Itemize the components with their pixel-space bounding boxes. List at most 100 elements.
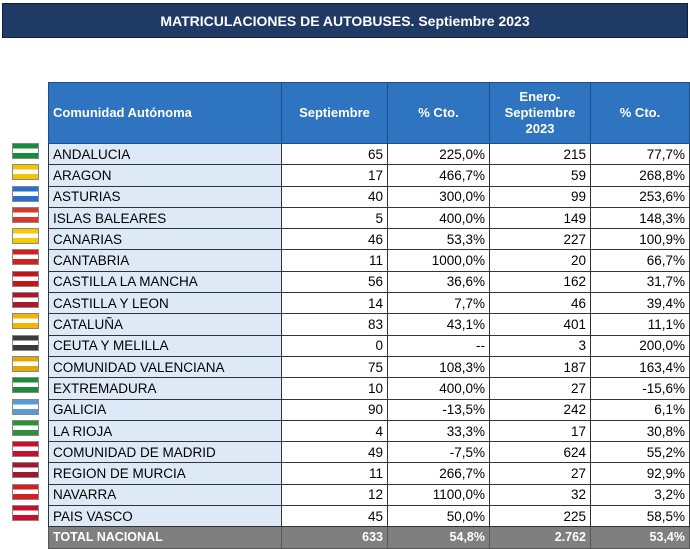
growth-ytd-value: 253,6% bbox=[590, 185, 690, 208]
ytd-value: 149 bbox=[489, 206, 591, 230]
growth-ytd-value: 3,2% bbox=[590, 483, 690, 507]
september-value: 56 bbox=[281, 270, 388, 294]
september-value: 11 bbox=[281, 249, 388, 272]
september-value: 17 bbox=[281, 164, 388, 187]
region-flag-icon bbox=[12, 270, 39, 287]
region-flag-icon bbox=[12, 206, 39, 223]
growth-ytd-value: 6,1% bbox=[590, 398, 690, 421]
growth-month-value: 466,7% bbox=[387, 164, 490, 187]
growth-month-value: 225,0% bbox=[387, 142, 490, 166]
table-row: CEUTA Y MELILLA 0 -- 3 200,0% bbox=[48, 334, 690, 357]
region-flag-icon bbox=[12, 483, 39, 500]
header-ytd-line3: 2023 bbox=[525, 121, 555, 136]
growth-month-value: 400,0% bbox=[387, 206, 490, 230]
region-name: ANDALUCIA bbox=[48, 142, 282, 166]
header-ytd-line1: Enero- bbox=[519, 89, 561, 104]
growth-month-value: 36,6% bbox=[387, 270, 490, 294]
region-name: ARAGON bbox=[48, 164, 282, 187]
total-september-value: 633 bbox=[281, 526, 388, 549]
september-value: 0 bbox=[281, 334, 388, 357]
september-value: 90 bbox=[281, 398, 388, 421]
region-flag-icon bbox=[12, 143, 39, 159]
ytd-value: 401 bbox=[489, 313, 591, 336]
growth-month-value: 53,3% bbox=[387, 228, 490, 251]
header-growth-month: % Cto. bbox=[387, 82, 490, 144]
region-flag-icon bbox=[12, 334, 39, 351]
table-row: CATALUÑA 83 43,1% 401 11,1% bbox=[48, 313, 690, 336]
region-flag-icon bbox=[12, 398, 39, 415]
region-flag-icon bbox=[12, 249, 39, 266]
table-header-row: Comunidad Autónoma Septiembre % Cto. Ene… bbox=[48, 82, 690, 144]
ytd-value: 32 bbox=[489, 483, 591, 507]
total-region-name: TOTAL NACIONAL bbox=[48, 526, 282, 549]
growth-ytd-value: 100,9% bbox=[590, 228, 690, 251]
region-name: EXTREMADURA bbox=[48, 377, 282, 400]
table-row: GALICIA 90 -13,5% 242 6,1% bbox=[48, 398, 690, 421]
header-region: Comunidad Autónoma bbox=[48, 82, 282, 144]
region-name: COMUNIDAD VALENCIANA bbox=[48, 355, 282, 379]
region-name: ASTURIAS bbox=[48, 185, 282, 208]
region-name: CASTILLA LA MANCHA bbox=[48, 270, 282, 294]
region-name: NAVARRA bbox=[48, 483, 282, 507]
growth-ytd-value: 58,5% bbox=[590, 505, 690, 528]
september-value: 5 bbox=[281, 206, 388, 230]
table-row: CANARIAS 46 53,3% 227 100,9% bbox=[48, 228, 690, 251]
region-name: GALICIA bbox=[48, 398, 282, 421]
table-row: CASTILLA Y LEON 14 7,7% 46 39,4% bbox=[48, 292, 690, 315]
table-row: PAIS VASCO 45 50,0% 225 58,5% bbox=[48, 505, 690, 528]
september-value: 65 bbox=[281, 142, 388, 166]
september-value: 14 bbox=[281, 292, 388, 315]
ytd-value: 99 bbox=[489, 185, 591, 208]
total-growth-month-value: 54,8% bbox=[387, 526, 490, 549]
september-value: 49 bbox=[281, 441, 388, 464]
table-row: COMUNIDAD DE MADRID 49 -7,5% 624 55,2% bbox=[48, 441, 690, 464]
ytd-value: 227 bbox=[489, 228, 591, 251]
growth-ytd-value: 148,3% bbox=[590, 206, 690, 230]
ytd-value: 27 bbox=[489, 462, 591, 485]
table-row: LA RIOJA 4 33,3% 17 30,8% bbox=[48, 419, 690, 443]
growth-ytd-value: 268,8% bbox=[590, 164, 690, 187]
growth-month-value: 300,0% bbox=[387, 185, 490, 208]
region-flag-icon bbox=[12, 313, 39, 330]
ytd-value: 46 bbox=[489, 292, 591, 315]
header-growth-ytd: % Cto. bbox=[590, 82, 690, 144]
region-flag-icon bbox=[12, 355, 39, 372]
region-flag-icon bbox=[12, 441, 39, 458]
growth-month-value: 400,0% bbox=[387, 377, 490, 400]
table-row: REGION DE MURCIA 11 266,7% 27 92,9% bbox=[48, 462, 690, 485]
region-flag-icon bbox=[12, 462, 39, 479]
growth-ytd-value: 31,7% bbox=[590, 270, 690, 294]
total-growth-ytd-value: 53,4% bbox=[590, 526, 690, 549]
september-value: 83 bbox=[281, 313, 388, 336]
region-name: CANARIAS bbox=[48, 228, 282, 251]
ytd-value: 17 bbox=[489, 419, 591, 443]
table-row: NAVARRA 12 1100,0% 32 3,2% bbox=[48, 483, 690, 507]
growth-month-value: -13,5% bbox=[387, 398, 490, 421]
region-name: CANTABRIA bbox=[48, 249, 282, 272]
growth-ytd-value: 39,4% bbox=[590, 292, 690, 315]
region-name: CATALUÑA bbox=[48, 313, 282, 336]
september-value: 10 bbox=[281, 377, 388, 400]
table-row: CASTILLA LA MANCHA 56 36,6% 162 31,7% bbox=[48, 270, 690, 294]
ytd-value: 59 bbox=[489, 164, 591, 187]
table-row: ASTURIAS 40 300,0% 99 253,6% bbox=[48, 185, 690, 208]
growth-ytd-value: 30,8% bbox=[590, 419, 690, 443]
region-flag-icon bbox=[12, 292, 39, 309]
growth-ytd-value: 77,7% bbox=[590, 142, 690, 166]
growth-month-value: 43,1% bbox=[387, 313, 490, 336]
region-name: CEUTA Y MELILLA bbox=[48, 334, 282, 357]
growth-month-value: 7,7% bbox=[387, 292, 490, 315]
ytd-value: 162 bbox=[489, 270, 591, 294]
table-row: CANTABRIA 11 1000,0% 20 66,7% bbox=[48, 249, 690, 272]
september-value: 11 bbox=[281, 462, 388, 485]
header-ytd-line2: Septiembre bbox=[504, 105, 576, 120]
ytd-value: 187 bbox=[489, 355, 591, 379]
region-flag-icon bbox=[12, 185, 39, 202]
report-title: MATRICULACIONES DE AUTOBUSES. Septiembre… bbox=[2, 3, 688, 38]
ytd-value: 27 bbox=[489, 377, 591, 400]
header-year-to-date: Enero- Septiembre 2023 bbox=[489, 82, 591, 144]
growth-ytd-value: 55,2% bbox=[590, 441, 690, 464]
region-flag-icon bbox=[12, 419, 39, 436]
growth-month-value: 1000,0% bbox=[387, 249, 490, 272]
table-row: ISLAS BALEARES 5 400,0% 149 148,3% bbox=[48, 206, 690, 230]
